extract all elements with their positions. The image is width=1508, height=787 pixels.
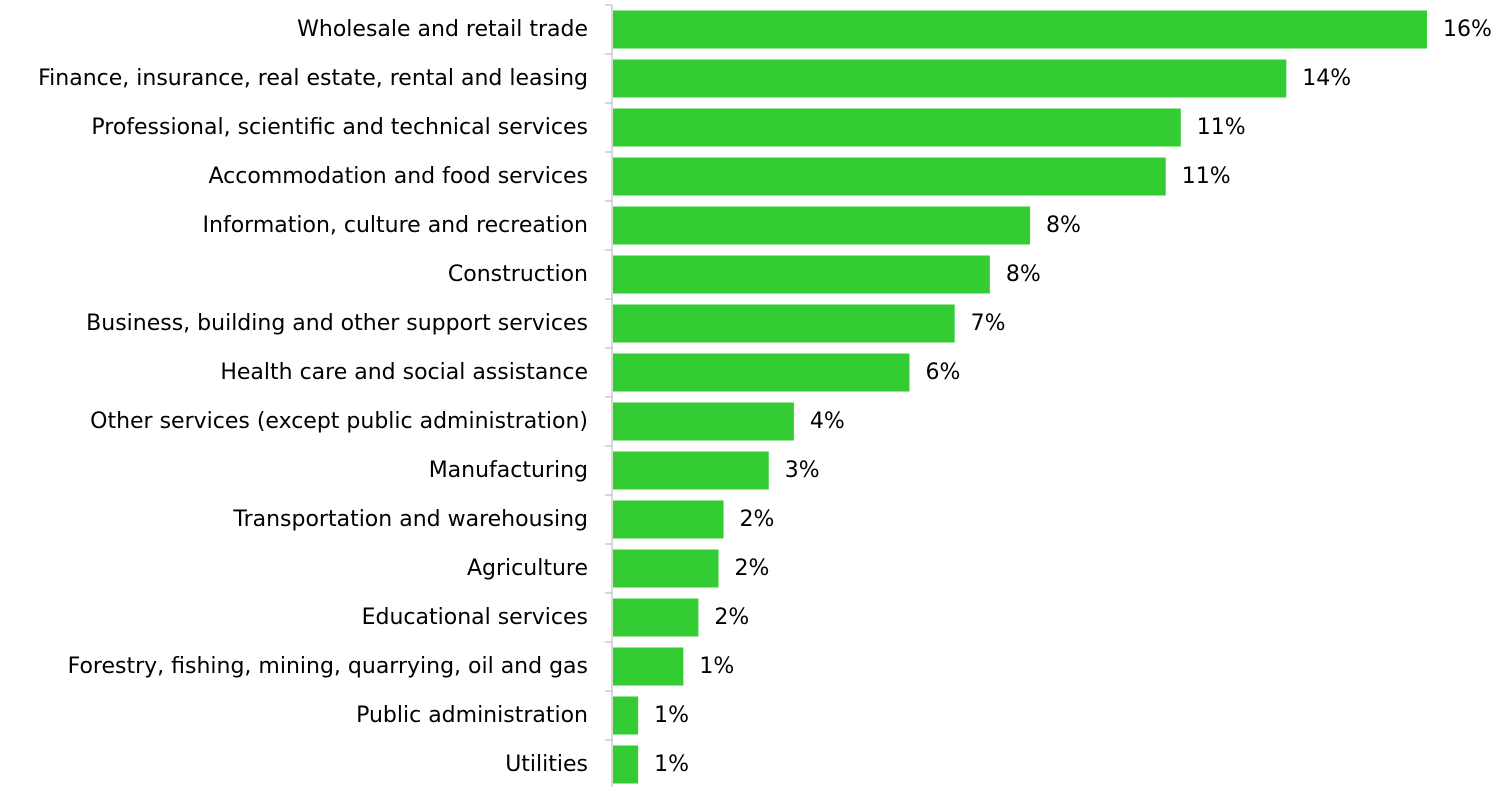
- value-label: 3%: [785, 458, 820, 483]
- value-label: 6%: [925, 360, 960, 385]
- bar: [613, 647, 684, 686]
- value-label: 2%: [740, 507, 775, 532]
- value-label: 1%: [654, 703, 689, 728]
- category-label: Agriculture: [467, 556, 588, 581]
- value-label: 16%: [1443, 17, 1492, 42]
- value-label: 8%: [1006, 262, 1041, 287]
- category-label: Public administration: [356, 703, 588, 728]
- category-label: Wholesale and retail trade: [297, 17, 588, 42]
- bar: [613, 10, 1427, 49]
- y-axis: [605, 4, 613, 787]
- category-label: Forestry, fishing, mining, quarrying, oi…: [68, 654, 588, 679]
- value-label: 2%: [735, 556, 770, 581]
- bar: [613, 500, 724, 539]
- category-label: Finance, insurance, real estate, rental …: [38, 66, 588, 91]
- value-label: 8%: [1046, 213, 1081, 238]
- bar: [613, 59, 1287, 98]
- category-label: Educational services: [362, 605, 588, 630]
- bar: [613, 255, 990, 294]
- bar: [613, 598, 699, 637]
- category-label: Accommodation and food services: [209, 164, 589, 189]
- category-label: Utilities: [505, 752, 588, 777]
- bar: [613, 206, 1031, 245]
- bar: [613, 696, 639, 735]
- value-label: 11%: [1197, 115, 1246, 140]
- bar: [613, 451, 769, 490]
- category-label: Health care and social assistance: [220, 360, 588, 385]
- value-label: 7%: [971, 311, 1006, 336]
- bars-layer: [613, 10, 1427, 784]
- bar: [613, 157, 1166, 196]
- category-label: Manufacturing: [429, 458, 588, 483]
- bar: [613, 549, 719, 588]
- value-label: 11%: [1182, 164, 1231, 189]
- bar: [613, 108, 1181, 147]
- category-label: Information, culture and recreation: [203, 213, 588, 238]
- value-label: 2%: [714, 605, 749, 630]
- value-label: 4%: [810, 409, 845, 434]
- bar: [613, 304, 955, 343]
- category-label: Professional, scientific and technical s…: [91, 115, 588, 140]
- category-labels: Wholesale and retail trade Finance, insur…: [38, 17, 588, 777]
- value-labels: 16%14%11%11%8%8%7%6%4%3%2%2%2%1%1%1%: [654, 17, 1492, 777]
- bar: [613, 745, 639, 784]
- bar: [613, 353, 910, 392]
- category-label: Other services (except public administra…: [90, 409, 588, 434]
- category-label: Construction: [448, 262, 588, 287]
- category-label: Transportation and warehousing: [232, 507, 588, 532]
- bar: [613, 402, 794, 441]
- value-label: 1%: [699, 654, 734, 679]
- value-label: 1%: [654, 752, 689, 777]
- value-label: 14%: [1302, 66, 1351, 91]
- category-label: Business, building and other support ser…: [86, 311, 588, 336]
